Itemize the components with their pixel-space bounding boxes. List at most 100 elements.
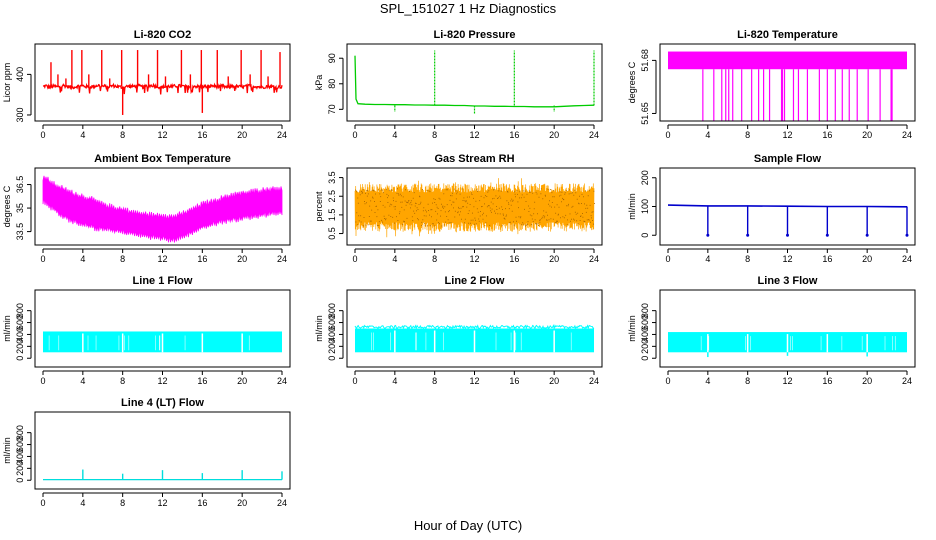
x-tick-label: 16 bbox=[509, 254, 519, 264]
x-axis: 0 4 8 12 16 20 24 bbox=[665, 248, 912, 264]
x-tick-label: 8 bbox=[745, 376, 750, 386]
series-line bbox=[354, 55, 595, 108]
x-tick-label: 20 bbox=[237, 130, 247, 140]
x-tick-label: 12 bbox=[782, 254, 792, 264]
x-tick-label: 4 bbox=[392, 376, 397, 386]
y-tick-label: 600 bbox=[327, 315, 337, 330]
plot-area bbox=[354, 324, 595, 353]
y-tick-label: 200 bbox=[15, 461, 25, 476]
y-tick-label: 80 bbox=[327, 79, 337, 89]
plot-frame bbox=[34, 167, 291, 246]
panel-box-temp: Ambient Box Temperature degrees C 0 4 8 12 16 2… bbox=[2, 153, 291, 264]
x-tick-label: 12 bbox=[782, 130, 792, 140]
series-point bbox=[865, 233, 869, 237]
x-tick-label: 0 bbox=[40, 498, 45, 508]
series-point bbox=[746, 233, 750, 237]
y-tick-label: 400 bbox=[640, 327, 650, 342]
y-axis-label: ml/min bbox=[627, 315, 637, 342]
x-tick-label: 12 bbox=[782, 376, 792, 386]
plot-area bbox=[42, 50, 283, 115]
x-axis: 0 4 8 12 16 20 24 bbox=[40, 124, 287, 140]
x-tick-label: 20 bbox=[862, 376, 872, 386]
x-tick-label: 0 bbox=[665, 130, 670, 140]
x-tick-label: 16 bbox=[509, 130, 519, 140]
y-axis: 51.65 51.68 bbox=[640, 49, 657, 125]
x-tick-label: 8 bbox=[745, 130, 750, 140]
panel-title: Line 1 Flow bbox=[133, 275, 193, 287]
x-tick-label: 24 bbox=[277, 254, 287, 264]
panel-line4: Line 4 (LT) Flow ml/min 0 4 8 12 16 20 24 0 200400… bbox=[2, 397, 291, 508]
x-tick-label: 4 bbox=[80, 376, 85, 386]
x-tick-label: 16 bbox=[822, 130, 832, 140]
series-point bbox=[825, 233, 829, 237]
y-tick-label: 400 bbox=[15, 67, 25, 82]
x-axis: 0 4 8 12 16 20 24 bbox=[40, 370, 287, 386]
panel-co2: Li-820 CO2 Licor ppm 0 4 8 12 16 20 24 300 400 bbox=[2, 29, 291, 140]
x-tick-label: 0 bbox=[665, 254, 670, 264]
y-tick-label: 800 bbox=[15, 425, 25, 440]
x-tick-label: 0 bbox=[665, 376, 670, 386]
y-tick-label: 300 bbox=[15, 107, 25, 122]
panel-title: Li-820 Temperature bbox=[737, 29, 838, 41]
y-tick-label: 800 bbox=[327, 303, 337, 318]
y-axis: 0 100 200 bbox=[640, 170, 657, 238]
y-tick-label: 600 bbox=[640, 315, 650, 330]
plot-area bbox=[667, 204, 909, 237]
x-tick-label: 12 bbox=[469, 376, 479, 386]
y-tick-label: 36.5 bbox=[15, 176, 25, 194]
x-tick-label: 20 bbox=[549, 376, 559, 386]
figure-title: SPL_151027 1 Hz Diagnostics bbox=[380, 1, 557, 16]
panel-line3: Line 3 Flow ml/min 0 4 8 12 16 20 24 0 20040060080… bbox=[627, 275, 916, 386]
x-tick-label: 4 bbox=[392, 130, 397, 140]
x-tick-label: 0 bbox=[352, 376, 357, 386]
x-tick-label: 8 bbox=[745, 254, 750, 264]
x-tick-label: 24 bbox=[589, 254, 599, 264]
panel-line2: Line 2 Flow ml/min 0 4 8 12 16 20 24 0 20040060080… bbox=[314, 275, 603, 386]
x-tick-label: 16 bbox=[197, 254, 207, 264]
panel-title: Ambient Box Temperature bbox=[94, 153, 231, 165]
x-tick-label: 4 bbox=[80, 498, 85, 508]
plot-area bbox=[43, 469, 283, 481]
panel-title: Li-820 CO2 bbox=[134, 29, 191, 41]
series-line bbox=[42, 82, 283, 95]
x-tick-label: 8 bbox=[432, 376, 437, 386]
x-tick-label: 0 bbox=[352, 130, 357, 140]
panel-sample-flow: Sample Flow ml/min 0 4 8 12 16 20 24 0 100 200 bbox=[627, 153, 916, 264]
x-tick-label: 16 bbox=[197, 130, 207, 140]
x-tick-label: 8 bbox=[120, 130, 125, 140]
y-tick-label: 100 bbox=[640, 199, 650, 214]
y-axis: 33.5 35 36.5 bbox=[15, 176, 32, 240]
series-band bbox=[42, 175, 283, 243]
plot-area bbox=[43, 331, 282, 353]
y-tick-label: 0 bbox=[640, 356, 650, 361]
y-axis: 0.5 1.5 2.5 3.5 bbox=[327, 171, 344, 240]
series-line bbox=[354, 178, 595, 238]
y-axis-label: degrees C bbox=[627, 61, 637, 103]
y-tick-label: 1.5 bbox=[327, 209, 337, 222]
y-tick-label: 3.5 bbox=[327, 171, 337, 184]
y-tick-label: 600 bbox=[15, 315, 25, 330]
series-dots bbox=[355, 188, 595, 227]
y-tick-label: 70 bbox=[327, 104, 337, 114]
x-tick-label: 4 bbox=[80, 130, 85, 140]
x-tick-label: 24 bbox=[589, 376, 599, 386]
plot-frame bbox=[346, 289, 603, 368]
x-tick-label: 12 bbox=[157, 376, 167, 386]
y-tick-label: 200 bbox=[640, 339, 650, 354]
y-tick-label: 200 bbox=[640, 170, 650, 185]
x-tick-label: 16 bbox=[822, 376, 832, 386]
series-point bbox=[706, 233, 710, 237]
y-tick-label: 0 bbox=[640, 233, 650, 238]
x-axis: 0 4 8 12 16 20 24 bbox=[665, 370, 912, 386]
x-tick-label: 24 bbox=[277, 376, 287, 386]
x-tick-label: 20 bbox=[237, 376, 247, 386]
y-tick-label: 400 bbox=[15, 327, 25, 342]
x-axis: 0 4 8 12 16 20 24 bbox=[352, 124, 599, 140]
x-tick-label: 4 bbox=[392, 254, 397, 264]
x-tick-label: 8 bbox=[120, 376, 125, 386]
y-tick-label: 0 bbox=[15, 478, 25, 483]
